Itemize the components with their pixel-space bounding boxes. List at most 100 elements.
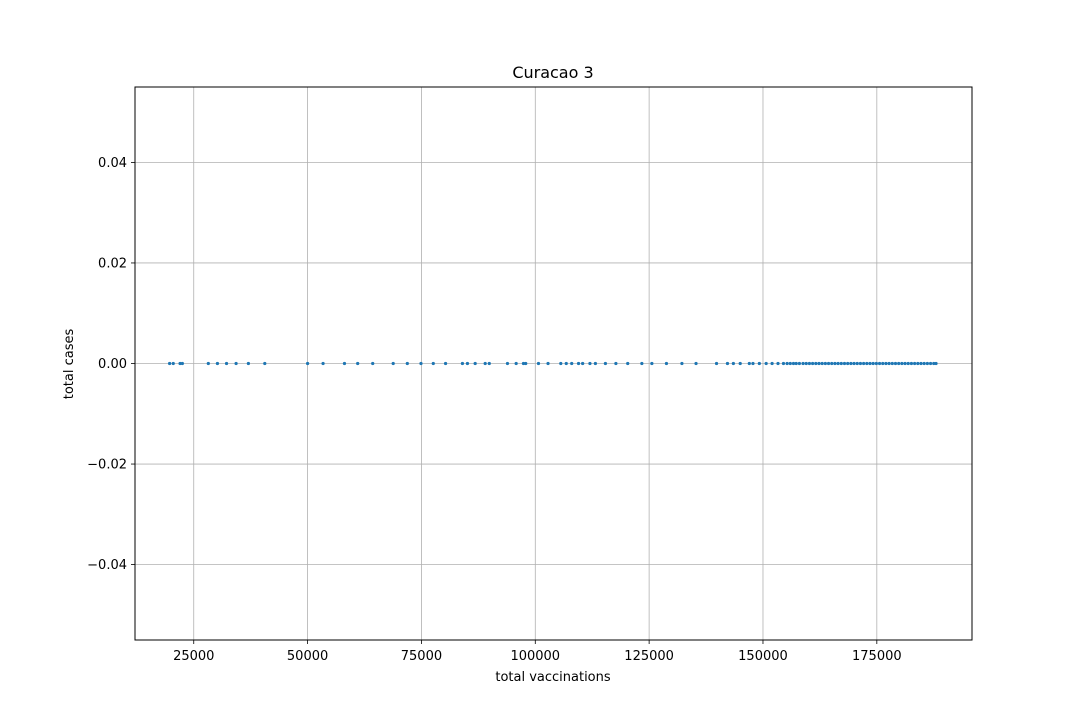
data-point <box>576 361 581 366</box>
data-point <box>855 361 859 366</box>
y-tick-label: 0.04 <box>98 156 127 171</box>
data-point <box>897 361 901 366</box>
data-point <box>934 361 938 366</box>
x-tick-label: 175000 <box>852 649 902 664</box>
data-point <box>781 361 786 366</box>
data-point <box>811 361 815 366</box>
data-point <box>833 361 837 366</box>
data-point <box>168 361 172 366</box>
data-point <box>814 361 818 366</box>
data-point <box>776 361 780 366</box>
data-point <box>460 361 465 366</box>
data-point <box>564 361 568 366</box>
data-point <box>916 361 920 366</box>
y-tick-label: 0.02 <box>98 256 127 271</box>
data-point <box>514 361 518 366</box>
data-point <box>473 361 477 366</box>
data-point <box>483 361 487 366</box>
x-tick-label: 25000 <box>173 649 214 664</box>
data-point <box>881 361 885 366</box>
data-point <box>234 361 238 366</box>
data-point <box>178 361 182 366</box>
data-point <box>640 361 644 366</box>
data-point <box>321 361 325 366</box>
data-point <box>887 361 891 366</box>
data-point <box>725 361 730 366</box>
data-point <box>246 361 250 366</box>
chart-title: Curacao 3 <box>512 63 593 82</box>
x-tick-label: 75000 <box>401 649 442 664</box>
data-point <box>791 361 796 366</box>
data-point <box>913 361 917 366</box>
data-point <box>852 361 856 366</box>
data-point <box>925 361 929 366</box>
data-point <box>521 361 526 366</box>
data-point <box>546 361 550 366</box>
data-point <box>224 361 229 366</box>
data-point <box>570 361 574 366</box>
data-point <box>714 361 719 366</box>
data-point <box>807 361 812 366</box>
data-point <box>764 361 768 366</box>
y-tick-label: −0.04 <box>87 558 127 573</box>
data-point <box>751 361 755 366</box>
data-point <box>206 361 210 366</box>
data-point <box>865 361 869 366</box>
data-point <box>614 361 618 366</box>
data-point <box>839 361 843 366</box>
data-point <box>263 361 267 366</box>
data-point <box>757 361 761 366</box>
data-point <box>871 361 875 366</box>
data-point <box>747 361 751 366</box>
data-point <box>817 361 821 366</box>
data-point <box>919 361 923 366</box>
data-point <box>903 361 907 366</box>
x-tick-label: 50000 <box>287 649 328 664</box>
x-axis-ticks: 25000 50000 75000 100000 125000 150000 175000 <box>173 640 902 664</box>
data-point <box>524 361 528 366</box>
data-point <box>603 361 608 366</box>
points-layer <box>168 361 938 366</box>
data-point <box>862 361 866 366</box>
data-point <box>664 361 669 366</box>
data-point <box>694 361 698 366</box>
data-point <box>836 361 840 366</box>
data-point <box>785 361 789 366</box>
data-point <box>820 361 824 366</box>
data-point <box>830 361 834 366</box>
data-point <box>890 361 894 366</box>
data-point <box>738 361 742 366</box>
data-point <box>801 361 805 366</box>
x-axis-label: total vaccinations <box>495 670 611 685</box>
data-point <box>804 361 808 366</box>
data-point <box>305 361 310 366</box>
x-tick-label: 150000 <box>738 649 788 664</box>
data-point <box>593 361 597 366</box>
data-point <box>932 361 936 366</box>
data-point <box>884 361 888 366</box>
data-point <box>823 361 827 366</box>
data-point <box>505 361 510 366</box>
data-point <box>874 361 878 366</box>
data-point <box>770 361 774 366</box>
data-point <box>826 361 831 366</box>
data-point <box>842 361 847 366</box>
data-point <box>588 361 592 366</box>
data-point <box>171 361 175 366</box>
data-point <box>877 361 882 366</box>
data-point <box>487 361 491 366</box>
data-point <box>581 361 585 366</box>
y-axis-ticks: 0.04 0.02 0.00 −0.02 −0.04 <box>87 156 135 573</box>
y-tick-label: −0.02 <box>87 458 127 473</box>
data-point <box>626 361 630 366</box>
data-point <box>858 361 863 366</box>
data-point <box>650 361 654 366</box>
data-point <box>405 361 409 366</box>
data-point <box>893 361 898 366</box>
data-point <box>900 361 904 366</box>
data-point <box>342 361 347 366</box>
data-point <box>849 361 853 366</box>
data-point <box>680 361 684 366</box>
